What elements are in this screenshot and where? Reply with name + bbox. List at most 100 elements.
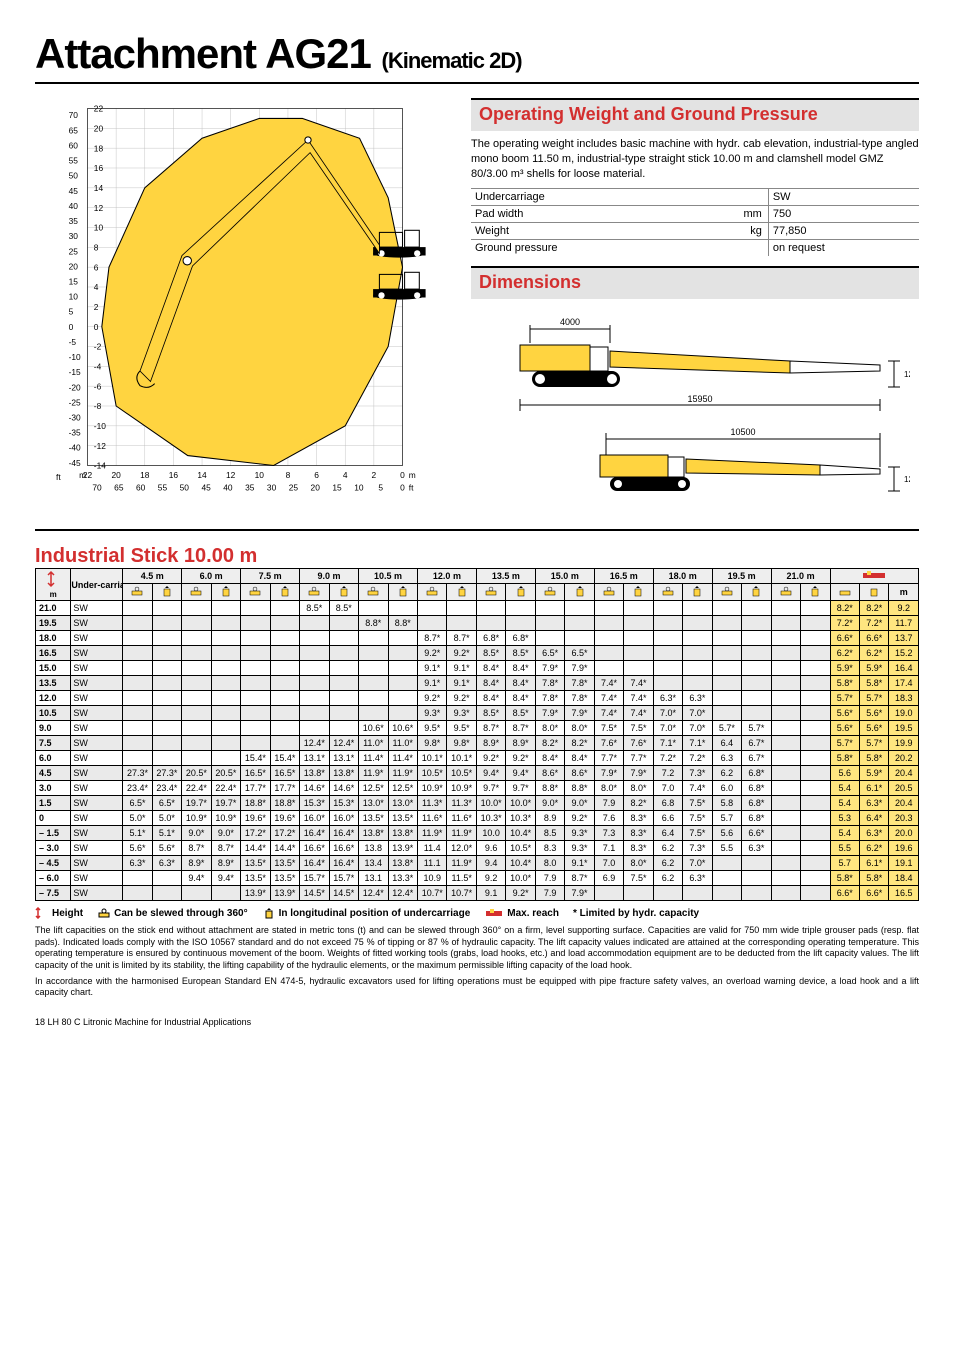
svg-text:4000: 4000	[560, 317, 580, 327]
table-row-height: 7.5	[36, 736, 71, 751]
table-row-height: 19.5	[36, 616, 71, 631]
spec-label: Pad width	[471, 205, 697, 222]
svg-text:-10: -10	[94, 421, 106, 431]
svg-text:14: 14	[94, 183, 104, 193]
opweight-table: UndercarriageSWPad widthmm750Weightkg77,…	[471, 188, 919, 256]
table-row-height: 1.5	[36, 796, 71, 811]
page-footer: 18 LH 80 C Litronic Machine for Industri…	[35, 1017, 919, 1027]
svg-text:4: 4	[94, 282, 99, 292]
svg-text:-15: -15	[69, 367, 81, 377]
table-row-height: 6.0	[36, 751, 71, 766]
svg-text:-30: -30	[69, 412, 81, 422]
svg-text:55: 55	[69, 156, 79, 166]
svg-text:14: 14	[197, 470, 207, 480]
svg-text:8: 8	[286, 470, 291, 480]
svg-text:6: 6	[314, 470, 319, 480]
svg-text:65: 65	[69, 125, 79, 135]
spec-label: Undercarriage	[471, 188, 697, 205]
svg-text:ft: ft	[56, 472, 61, 482]
svg-text:2: 2	[372, 470, 377, 480]
svg-text:ft: ft	[409, 483, 414, 493]
load-capacity-table: mUnder-carriage4.5 m6.0 m7.5 m9.0 m10.5 …	[35, 568, 919, 901]
table-row-height: 13.5	[36, 676, 71, 691]
table-row-height: 21.0	[36, 601, 71, 616]
svg-text:45: 45	[201, 483, 211, 493]
svg-text:15: 15	[332, 483, 342, 493]
svg-text:6: 6	[94, 262, 99, 272]
maxreach-icon	[484, 907, 504, 919]
spec-label: Weight	[471, 222, 697, 239]
svg-text:-40: -40	[69, 443, 81, 453]
table-row-height: 10.5	[36, 706, 71, 721]
svg-text:20: 20	[69, 261, 79, 271]
svg-text:20: 20	[311, 483, 321, 493]
table-row-height: 12.0	[36, 691, 71, 706]
svg-text:1250: 1250	[904, 475, 910, 484]
svg-text:20: 20	[94, 123, 104, 133]
height-icon	[35, 907, 49, 919]
reach-chart: 2220181614121086420-2-4-6-8-10-12-14 706…	[35, 98, 455, 521]
longit-icon	[262, 907, 276, 919]
svg-text:-25: -25	[69, 397, 81, 407]
dimensions-header: Dimensions	[471, 266, 919, 299]
footnotes: The lift capacities on the stick end wit…	[35, 925, 919, 999]
svg-text:m: m	[79, 470, 86, 480]
title-subtitle: (Kinematic 2D)	[382, 48, 522, 73]
svg-text:40: 40	[223, 483, 233, 493]
table-row-height: 9.0	[36, 721, 71, 736]
svg-text:10: 10	[69, 292, 79, 302]
svg-text:16: 16	[169, 470, 179, 480]
stick-heading: Industrial Stick 10.00 m	[35, 545, 919, 568]
svg-text:-2: -2	[94, 342, 102, 352]
stick-rule	[35, 529, 919, 531]
svg-text:4: 4	[343, 470, 348, 480]
svg-text:0: 0	[69, 322, 74, 332]
svg-text:10500: 10500	[730, 427, 755, 437]
svg-text:30: 30	[267, 483, 277, 493]
table-row-height: 18.0	[36, 631, 71, 646]
svg-text:15: 15	[69, 276, 79, 286]
svg-text:15950: 15950	[687, 394, 712, 404]
svg-text:18: 18	[94, 143, 104, 153]
svg-text:m: m	[409, 470, 416, 480]
svg-text:60: 60	[69, 140, 79, 150]
limited-note: * Limited by hydr. capacity	[573, 908, 699, 919]
svg-text:0: 0	[400, 483, 405, 493]
svg-text:70: 70	[69, 110, 79, 120]
table-row-height: 15.0	[36, 661, 71, 676]
svg-text:22: 22	[94, 104, 104, 114]
table-row-height: – 4.5	[36, 856, 71, 871]
svg-text:-4: -4	[94, 361, 102, 371]
slew-icon	[97, 907, 111, 919]
svg-text:-10: -10	[69, 352, 81, 362]
svg-text:-35: -35	[69, 428, 81, 438]
title-rule	[35, 82, 919, 84]
svg-text:30: 30	[69, 231, 79, 241]
svg-text:45: 45	[69, 186, 79, 196]
svg-text:35: 35	[69, 216, 79, 226]
svg-text:10: 10	[255, 470, 265, 480]
opweight-block: The operating weight includes basic mach…	[471, 137, 919, 256]
svg-text:-45: -45	[69, 458, 81, 468]
svg-text:0: 0	[400, 470, 405, 480]
svg-text:-8: -8	[94, 401, 102, 411]
svg-text:50: 50	[180, 483, 190, 493]
opweight-header: Operating Weight and Ground Pressure	[471, 98, 919, 131]
svg-text:65: 65	[114, 483, 124, 493]
svg-text:12: 12	[226, 470, 236, 480]
table-row-height: – 1.5	[36, 826, 71, 841]
svg-text:40: 40	[69, 201, 79, 211]
svg-text:5: 5	[378, 483, 383, 493]
svg-text:20: 20	[111, 470, 121, 480]
spec-label: Ground pressure	[471, 239, 697, 256]
svg-text:1250: 1250	[904, 370, 910, 379]
svg-text:0: 0	[94, 322, 99, 332]
svg-text:25: 25	[69, 246, 79, 256]
svg-text:55: 55	[158, 483, 168, 493]
svg-text:8: 8	[94, 242, 99, 252]
svg-text:18: 18	[140, 470, 150, 480]
svg-text:-12: -12	[94, 441, 106, 451]
svg-text:5: 5	[69, 307, 74, 317]
attachment-title: Attachment AG21	[35, 30, 371, 77]
svg-text:-5: -5	[69, 337, 77, 347]
